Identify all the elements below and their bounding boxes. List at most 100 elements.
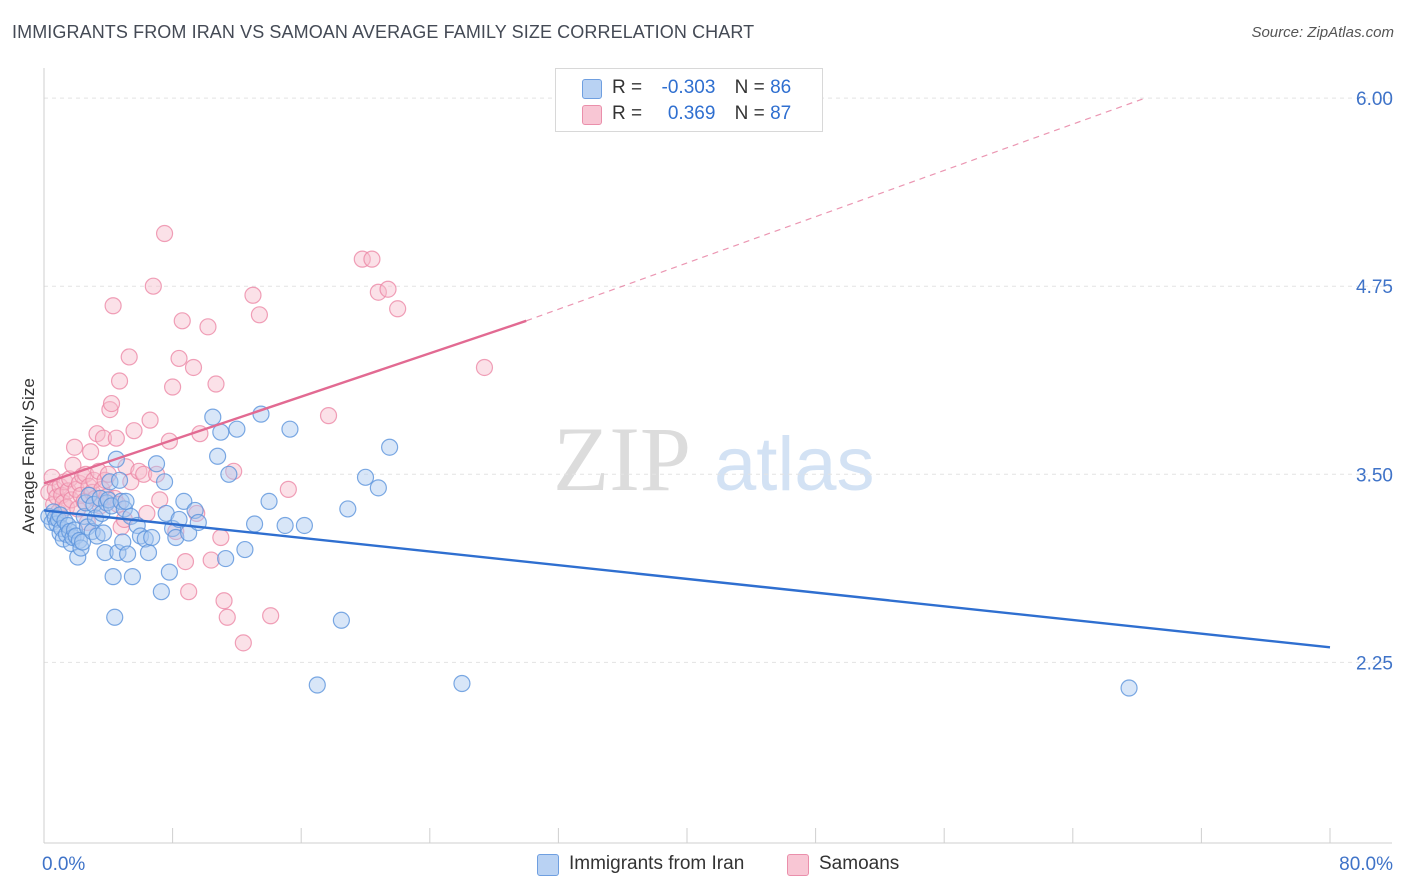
iran-point — [217, 549, 235, 568]
samoans-point — [62, 491, 80, 509]
samoans-point — [319, 407, 338, 425]
legend-n-label: N = — [734, 77, 765, 98]
iran-point — [106, 608, 124, 626]
legend-n-value: 86 — [770, 77, 792, 98]
iran-point — [167, 528, 185, 547]
samoans-point — [125, 422, 143, 440]
bottom-legend-swatch-blue — [537, 854, 559, 876]
iran-point — [72, 539, 90, 557]
legend-n-label: N = — [734, 103, 765, 124]
iran-point — [123, 568, 142, 586]
iran-point — [117, 492, 135, 510]
iran-point — [236, 540, 254, 559]
samoans-point — [120, 348, 138, 366]
iran-point — [381, 438, 399, 456]
iran-point — [139, 543, 158, 562]
x-tick-label: 80.0% — [1339, 854, 1393, 875]
samoans-point — [180, 583, 198, 601]
iran-point — [260, 492, 278, 510]
samoans-point — [144, 277, 162, 295]
iran-points — [40, 405, 1138, 697]
samoans-point — [141, 411, 159, 429]
iran-point — [356, 468, 375, 486]
y-axis-label: Average Family Size — [19, 378, 38, 534]
samoans-point — [164, 378, 182, 396]
iran-point — [339, 500, 357, 518]
iran-point — [228, 420, 246, 438]
iran-point — [1120, 679, 1138, 697]
samoans-point — [212, 528, 230, 547]
samoans-point — [110, 372, 129, 390]
samoans-point — [104, 297, 122, 315]
iran-point — [281, 420, 299, 438]
iran-point — [65, 521, 84, 539]
x-tick-label: 0.0% — [42, 854, 85, 875]
iran-point — [110, 471, 129, 489]
samoans-point — [202, 551, 220, 569]
samoans-point — [155, 224, 174, 243]
samoans-point — [65, 438, 84, 456]
samoans-point — [369, 283, 387, 301]
legend-n-value: 87 — [770, 103, 792, 124]
samoans-point — [389, 300, 407, 318]
samoans-point — [107, 429, 125, 447]
iran-point — [155, 473, 174, 491]
iran-point — [143, 528, 161, 547]
samoans-point — [173, 312, 191, 330]
samoans-point — [279, 480, 297, 498]
bottom-legend-label: Samoans — [819, 853, 900, 874]
samoans-point — [262, 607, 280, 625]
legend-r-value: 0.369 — [667, 103, 716, 124]
samoans-point — [184, 358, 203, 377]
samoans-point — [130, 462, 148, 480]
samoans-point — [170, 349, 188, 368]
samoans-point — [94, 429, 113, 447]
samoans-point — [225, 462, 243, 480]
iran-point — [220, 465, 238, 483]
iran-trendline — [43, 509, 1331, 649]
bottom-legend-label: Immigrants from Iran — [569, 853, 745, 874]
samoans-point — [207, 375, 225, 393]
iran-point — [204, 408, 222, 426]
source-label: Source: ZipAtlas.com — [1251, 24, 1394, 41]
iran-point — [209, 447, 227, 465]
iran-point — [80, 486, 98, 504]
legend-swatch-pink — [582, 105, 602, 125]
iran-point — [160, 563, 178, 581]
iran-point — [147, 455, 166, 473]
samoans-point — [101, 401, 119, 419]
samoans-point — [363, 250, 381, 268]
samoans-point — [215, 592, 233, 610]
samoans-point — [250, 306, 269, 324]
iran-point — [136, 530, 154, 548]
samoans-trendline — [43, 319, 527, 485]
y-tick-label: 4.75 — [1356, 277, 1393, 298]
y-tick-label: 6.00 — [1356, 89, 1393, 110]
samoans-point — [244, 286, 262, 304]
samoans-point — [353, 250, 371, 268]
samoans-point — [102, 394, 121, 413]
iran-point — [152, 583, 170, 601]
iran-point — [175, 492, 193, 510]
samoans-point — [176, 552, 195, 571]
iran-point — [118, 545, 137, 563]
legend-r-value: -0.303 — [661, 77, 716, 98]
samoans-point — [135, 465, 153, 483]
y-tick-label: 3.50 — [1356, 465, 1393, 486]
iran-point — [332, 611, 350, 629]
iran-point — [453, 674, 471, 693]
iran-point — [308, 676, 326, 694]
legend-r-label: R = — [612, 103, 643, 124]
watermark-zip: ZIP — [553, 408, 691, 510]
iran-point — [104, 568, 122, 586]
samoans-point — [82, 443, 100, 461]
iran-point — [94, 524, 113, 542]
y-tick-label: 2.25 — [1356, 653, 1393, 674]
legend-swatch-blue — [582, 79, 602, 99]
samoans-point — [234, 634, 252, 652]
iran-point — [245, 515, 264, 533]
samoans-point — [379, 280, 397, 298]
watermark-atlas: atlas — [714, 422, 875, 507]
iran-point — [96, 543, 114, 562]
